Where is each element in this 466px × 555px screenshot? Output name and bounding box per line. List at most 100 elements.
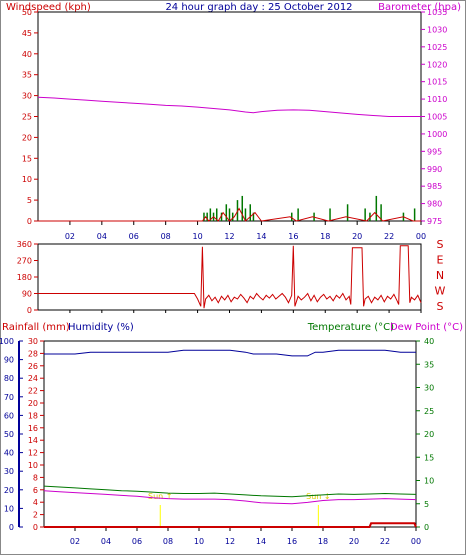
compass-label: W [435, 285, 446, 298]
hour-tick-label: 14 [256, 537, 266, 546]
hour-tick-label: 14 [256, 232, 266, 241]
temp-tick-label: 40 [424, 337, 434, 346]
hour-tick-label: 02 [70, 537, 80, 546]
barometer-tick-label: 985 [427, 182, 442, 191]
dewpoint-axis-label: Dew Point (°C) [390, 322, 463, 333]
compass-label: S [437, 238, 444, 251]
direction-tick-label: 270 [17, 257, 32, 266]
windspeed-tick-label: 5 [27, 196, 32, 205]
hour-tick-label: 16 [288, 232, 298, 241]
humidity-tick-label: 70 [4, 393, 14, 402]
rain-tick-label: 14 [28, 436, 38, 445]
rain-tick-label: 10 [28, 461, 38, 470]
rain-tick-label: 28 [28, 349, 38, 358]
windspeed-tick-label: 0 [27, 217, 32, 226]
rain-tick-label: 0 [33, 523, 38, 532]
humidity-tick-label: 30 [4, 467, 14, 476]
wind-direction-line [38, 245, 422, 309]
dewpoint-line [43, 490, 417, 505]
hour-tick-label: 06 [132, 537, 142, 546]
humidity-tick-label: 80 [4, 374, 14, 383]
humidity-tick-label: 0 [9, 523, 14, 532]
rain-tick-label: 6 [33, 486, 38, 495]
hour-tick-label: 10 [194, 537, 204, 546]
windspeed-tick-label: 20 [22, 133, 32, 142]
barometer-tick-label: 1035 [427, 8, 447, 17]
barometer-tick-label: 1015 [427, 78, 447, 87]
hour-tick-label: 20 [349, 537, 359, 546]
rain-tick-label: 2 [33, 511, 38, 520]
temperature-line [43, 485, 417, 498]
windspeed-tick-label: 15 [22, 154, 32, 163]
temp-tick-label: 0 [424, 523, 429, 532]
hour-tick-label: 16 [287, 537, 297, 546]
rain-tick-label: 4 [33, 498, 38, 507]
direction-tick-label: 180 [17, 273, 32, 282]
direction-tick-label: 360 [17, 240, 32, 249]
direction-tick-label: 0 [27, 306, 32, 315]
humidity-tick-label: 50 [4, 430, 14, 439]
rainfall-axis-label: Rainfall (mm) [2, 322, 70, 333]
hour-tick-label: 04 [101, 537, 111, 546]
rainfall-line [44, 522, 417, 528]
rain-tick-label: 12 [28, 449, 38, 458]
wind-barometer-panel: 0510152025303540455097598098599099510001… [22, 8, 448, 241]
hour-tick-label: 08 [161, 232, 171, 241]
temp-tick-label: 20 [424, 430, 434, 439]
compass-label: N [436, 269, 444, 282]
sunset-label: Sun ↓ [306, 492, 330, 501]
rain-tick-label: 26 [28, 362, 38, 371]
windspeed-tick-label: 30 [22, 92, 32, 101]
hour-tick-label: 04 [97, 232, 107, 241]
barometer-axis-label: Barometer (hpa) [378, 2, 461, 13]
humidity-tick-label: 20 [4, 486, 14, 495]
temp-tick-label: 5 [424, 500, 429, 509]
windspeed-tick-label: 50 [22, 8, 32, 17]
hour-tick-label: 08 [163, 537, 173, 546]
temp-tick-label: 25 [424, 407, 434, 416]
temp-tick-label: 30 [424, 384, 434, 393]
hour-tick-label: 00 [416, 232, 426, 241]
barometer-tick-label: 1005 [427, 113, 447, 122]
windspeed-line [38, 207, 421, 222]
rain-tick-label: 22 [28, 387, 38, 396]
hour-tick-label: 06 [129, 232, 139, 241]
hour-tick-label: 22 [384, 232, 394, 241]
barometer-tick-label: 975 [427, 217, 442, 226]
humidity-axis-label: Humidity (%) [68, 322, 134, 333]
humidity-tick-label: 10 [4, 504, 14, 513]
barometer-tick-label: 980 [427, 200, 442, 209]
windspeed-tick-label: 25 [22, 113, 32, 122]
temperature-axis-label: Temperature (°C) [307, 322, 394, 333]
compass-label: E [437, 254, 444, 267]
barometer-tick-label: 990 [427, 165, 442, 174]
chart-title: 24 hour graph day : 25 October 2012 [165, 2, 352, 13]
plot-border [37, 11, 422, 222]
windspeed-tick-label: 35 [22, 71, 32, 80]
hour-tick-label: 00 [411, 537, 421, 546]
windspeed-tick-label: 45 [22, 29, 32, 38]
hour-tick-label: 02 [65, 232, 75, 241]
hour-tick-label: 10 [192, 232, 202, 241]
humidity-tick-label: 90 [4, 356, 14, 365]
humidity-tick-label: 100 [0, 337, 14, 346]
rain-tick-label: 24 [28, 374, 38, 383]
hour-tick-label: 22 [380, 537, 390, 546]
temp-humidity-rain-panel: 0102030405060708090100024681012141618202… [0, 337, 434, 546]
rain-tick-label: 16 [28, 424, 38, 433]
rain-tick-label: 8 [33, 473, 38, 482]
hour-tick-label: 20 [352, 232, 362, 241]
hour-tick-label: 18 [320, 232, 330, 241]
hour-tick-label: 18 [318, 537, 328, 546]
barometer-tick-label: 1025 [427, 43, 447, 52]
humidity-line [44, 349, 416, 357]
barometer-tick-label: 995 [427, 147, 442, 156]
sunrise-label: Sun ↑ [148, 492, 172, 501]
rain-tick-label: 30 [28, 337, 38, 346]
hour-tick-label: 12 [225, 537, 235, 546]
temp-tick-label: 35 [424, 360, 434, 369]
rain-tick-label: 18 [28, 411, 38, 420]
temp-tick-label: 10 [424, 477, 434, 486]
windspeed-axis-label: Windspeed (kph) [6, 2, 91, 13]
